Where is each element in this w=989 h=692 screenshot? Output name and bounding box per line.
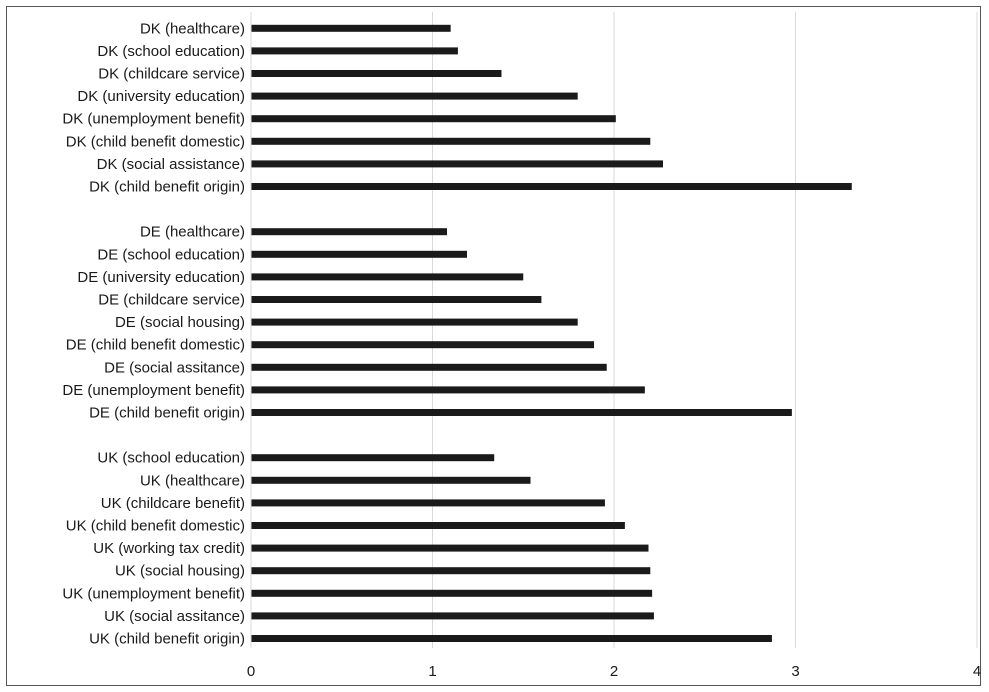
bar — [251, 567, 651, 575]
category-label: DE (social assitance) — [104, 359, 245, 376]
category-label: UK (school education) — [97, 450, 245, 467]
bar — [251, 70, 502, 77]
category-label: DE (school education) — [97, 246, 245, 263]
bar-group: DK (healthcare) DK (school education) DK (… — [62, 20, 852, 196]
bar — [251, 522, 625, 529]
category-label: DK (healthcare) — [140, 20, 245, 37]
bar-group: UK (school education) UK (healthcare) UK (… — [62, 450, 772, 648]
bar — [251, 635, 772, 642]
gridlines — [432, 12, 978, 648]
bar — [251, 250, 467, 258]
category-label: DE (university education) — [77, 269, 245, 286]
bar — [251, 454, 495, 462]
category-label: DE (child benefit domestic) — [66, 337, 245, 354]
category-label: DE (healthcare) — [140, 224, 245, 241]
x-tick-label: 3 — [791, 663, 799, 680]
x-tick-labels: 0 1 2 3 4 — [247, 663, 981, 680]
category-label: DK (university education) — [77, 88, 245, 105]
category-label: UK (child benefit domestic) — [66, 518, 245, 535]
category-label: DE (social housing) — [115, 314, 245, 331]
category-label: UK (social housing) — [115, 563, 245, 580]
category-label: DK (unemployment benefit) — [62, 111, 245, 128]
bar — [251, 386, 645, 394]
bar — [251, 341, 595, 349]
bar — [251, 115, 616, 123]
bar — [251, 47, 458, 55]
bar — [251, 92, 578, 100]
category-label: UK (child benefit origin) — [89, 631, 245, 648]
bar — [251, 318, 578, 326]
bar — [251, 296, 542, 303]
category-label: UK (working tax credit) — [93, 540, 245, 557]
category-label: DK (child benefit domestic) — [66, 133, 245, 150]
category-label: DK (childcare service) — [98, 66, 245, 83]
bar — [251, 137, 651, 145]
category-label: DK (social assistance) — [97, 156, 245, 173]
bar — [251, 160, 664, 168]
bar — [251, 363, 607, 371]
bar — [251, 183, 852, 190]
category-label: DK (school education) — [97, 43, 245, 60]
x-tick-label: 0 — [247, 663, 255, 680]
category-label: DE (childcare service) — [98, 292, 245, 309]
bar — [251, 476, 531, 484]
category-label: UK (healthcare) — [140, 472, 245, 489]
x-tick-label: 4 — [973, 663, 981, 680]
bar — [251, 612, 654, 620]
bar — [251, 24, 451, 32]
x-tick-label: 1 — [428, 663, 436, 680]
bar — [251, 273, 524, 281]
category-label: DE (child benefit origin) — [89, 405, 245, 422]
bar — [251, 409, 792, 416]
category-label: DE (unemployment benefit) — [62, 382, 245, 399]
x-tick-label: 2 — [610, 663, 618, 680]
bar-group: DE (healthcare) DE (school education) DE (… — [62, 224, 792, 422]
bar — [251, 499, 605, 507]
category-label: DK (child benefit origin) — [89, 179, 245, 196]
category-label: UK (childcare benefit) — [101, 495, 245, 512]
bar — [251, 589, 653, 597]
bar — [251, 228, 448, 236]
bar — [251, 544, 649, 552]
category-label: UK (social assitance) — [104, 608, 245, 625]
category-label: UK (unemployment benefit) — [62, 585, 245, 602]
